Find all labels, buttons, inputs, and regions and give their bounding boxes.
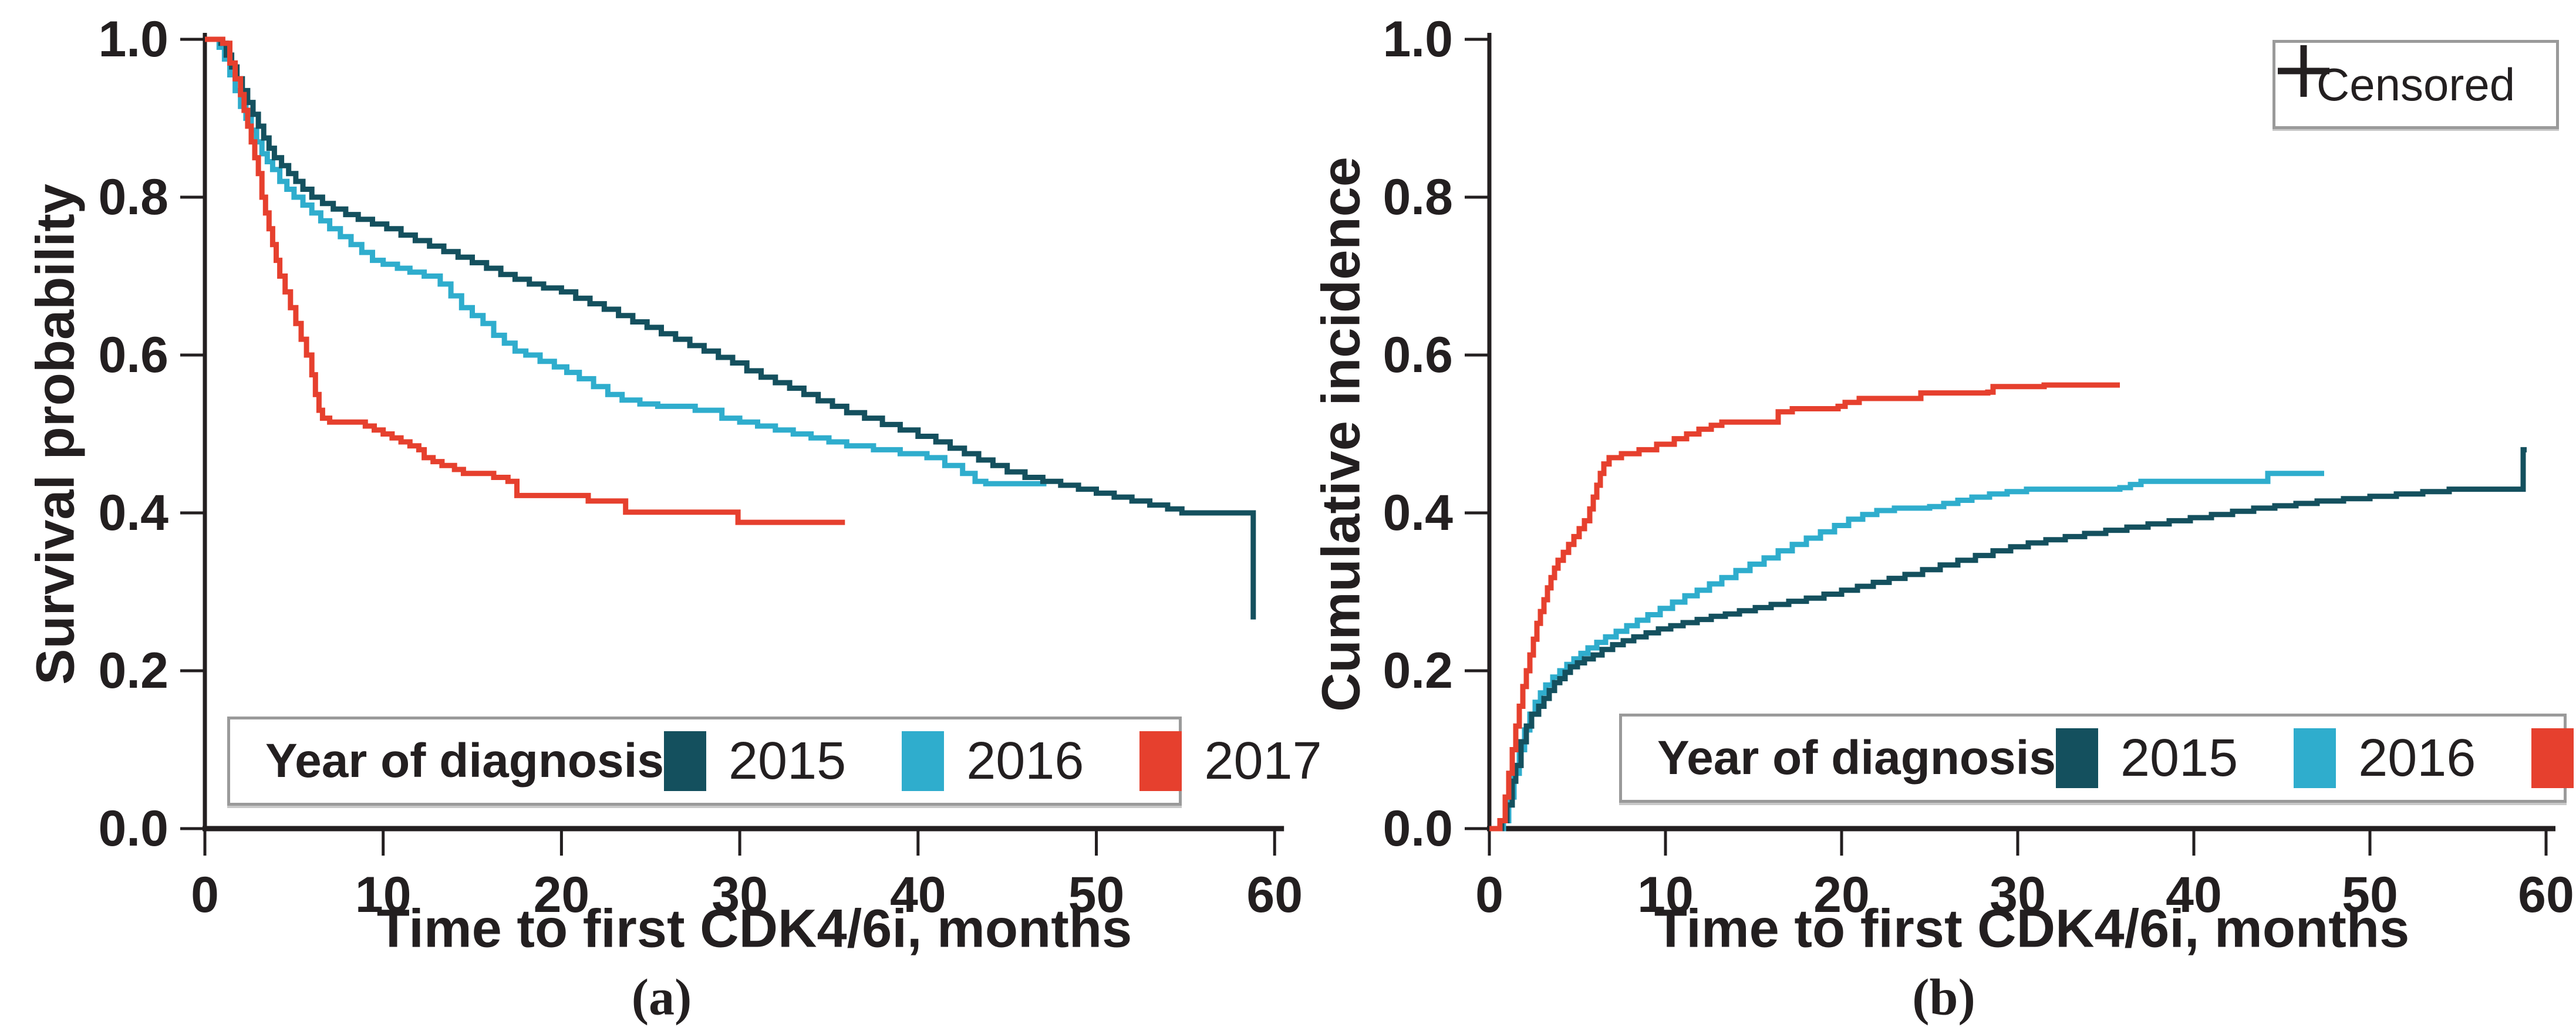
x-tick-label: 50	[2342, 867, 2398, 923]
x-tick-label: 40	[2166, 867, 2222, 923]
curve-2016	[1489, 471, 2324, 832]
x-tick-label: 60	[1246, 867, 1303, 923]
y-axis-title-a: Survival probability	[25, 184, 86, 685]
x-tick-label: 50	[1068, 867, 1125, 923]
y-tick-label: 0.4	[1383, 485, 1453, 541]
legend-swatch-2016	[2294, 728, 2336, 788]
censored-label: Censored	[2316, 58, 2516, 110]
legend-items: 2015 2016 2017	[2055, 728, 2576, 789]
y-tick-label: 0.6	[98, 327, 168, 383]
panel-letter-a: (a)	[631, 969, 692, 1026]
y-tick-label: 1.0	[98, 11, 168, 67]
y-tick-label: 0.0	[98, 800, 168, 857]
y-tick-label: 0.4	[98, 485, 168, 541]
curve-2017	[205, 36, 845, 525]
y-tick-label: 0.2	[98, 643, 168, 699]
legend-swatch-2017	[1139, 731, 1182, 791]
legend-title: Year of diagnosis	[1657, 731, 2056, 785]
x-tick-label: 10	[1637, 867, 1694, 923]
x-tick-label: 30	[712, 867, 768, 923]
x-tick-label: 10	[355, 867, 412, 923]
y-tick-label: 0.8	[1383, 169, 1453, 225]
legend-year-of-diagnosis-a: Year of diagnosis 2015 2016 2017	[227, 717, 1322, 806]
legend-title: Year of diagnosis	[265, 734, 664, 788]
x-tick-label: 60	[2518, 867, 2574, 923]
curve-2016	[205, 36, 1047, 486]
legend-item-2015: 2015	[663, 731, 847, 792]
x-tick-label: 20	[534, 867, 590, 923]
censored-plus-icon	[2278, 45, 2329, 97]
legend-year-label: 2015	[728, 731, 847, 790]
legend-swatch-2016	[902, 731, 945, 791]
legend-year-label: 2016	[2358, 728, 2476, 788]
legend-item-2016: 2016	[902, 731, 1084, 792]
x-tick-label: 20	[1813, 867, 1870, 923]
x-tick-label: 30	[1990, 867, 2046, 923]
y-tick-label: 0.6	[1383, 327, 1453, 383]
curve-2015	[205, 36, 1256, 620]
legend-year-label: 2017	[1204, 731, 1322, 790]
x-tick-label: 0	[191, 867, 219, 923]
x-axis-title-a: Time to first CDK4/6i, months	[376, 898, 1132, 959]
censored-legend: Censored	[2272, 40, 2559, 129]
y-tick-label: 0.0	[1383, 800, 1453, 857]
curve-2017	[1489, 382, 2120, 832]
x-tick-label: 0	[1475, 867, 1503, 923]
legend-item-2016: 2016	[2294, 728, 2476, 789]
legend-item-2017: 2017	[1139, 731, 1322, 792]
legend-item-2015: 2015	[2055, 728, 2238, 789]
y-axis-title-b: Cumulative incidence	[1311, 157, 1371, 712]
y-tick-label: 0.2	[1383, 643, 1453, 699]
legend-swatch-2017	[2531, 728, 2574, 788]
panel-letter-b: (b)	[1912, 969, 1975, 1026]
legend-year-label: 2016	[966, 731, 1084, 790]
y-tick-label: 1.0	[1383, 11, 1453, 67]
legend-swatch-2015	[2055, 728, 2098, 788]
x-axis-title-b: Time to first CDK4/6i, months	[1654, 898, 2410, 959]
legend-items: 2015 2016 2017	[663, 731, 1322, 792]
y-tick-label: 0.8	[98, 169, 168, 225]
curve-2015	[1489, 447, 2527, 832]
x-tick-label: 40	[890, 867, 946, 923]
legend-year-of-diagnosis-b: Year of diagnosis 2015 2016 2017	[1619, 714, 2574, 803]
legend-swatch-2015	[663, 731, 706, 791]
legend-year-label: 2015	[2120, 728, 2238, 788]
legend-item-2017: 2017	[2531, 728, 2576, 789]
